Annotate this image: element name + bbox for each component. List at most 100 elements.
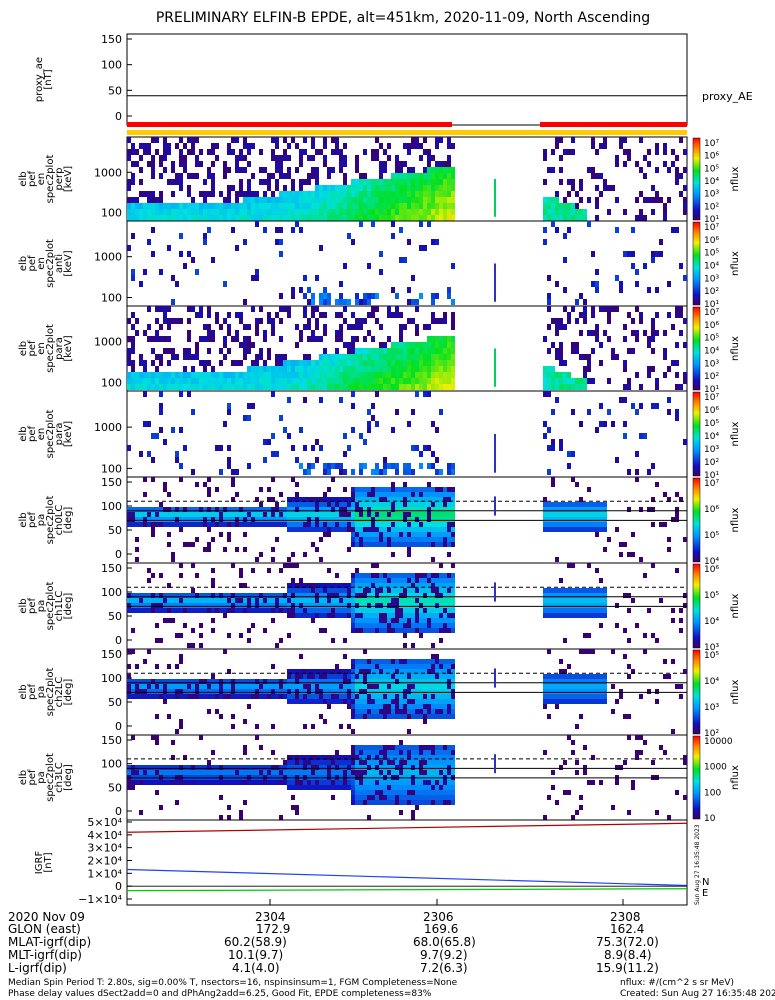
cell bbox=[127, 649, 131, 654]
cell bbox=[259, 745, 263, 750]
cell bbox=[559, 445, 563, 451]
cell bbox=[407, 318, 411, 324]
cell bbox=[383, 191, 387, 197]
cell bbox=[583, 215, 587, 221]
cell bbox=[303, 770, 307, 775]
cell bbox=[235, 203, 239, 209]
cell bbox=[639, 191, 643, 197]
cell bbox=[431, 709, 435, 714]
cell bbox=[191, 354, 195, 360]
cell bbox=[567, 689, 571, 694]
cell bbox=[343, 161, 347, 167]
cell bbox=[555, 354, 559, 360]
cell bbox=[411, 669, 415, 674]
cell bbox=[599, 522, 603, 527]
cell bbox=[195, 512, 199, 517]
cell bbox=[135, 203, 139, 209]
cell bbox=[663, 149, 667, 155]
cell bbox=[575, 191, 579, 197]
cell bbox=[443, 517, 447, 522]
cell bbox=[355, 608, 359, 613]
cell bbox=[359, 664, 363, 669]
cell bbox=[343, 603, 347, 608]
cell bbox=[323, 613, 327, 618]
cell bbox=[383, 608, 387, 613]
cell bbox=[583, 312, 587, 318]
ylabel-pa_ch2-3: spec2plot bbox=[45, 668, 56, 717]
cell bbox=[179, 251, 183, 257]
ytick-pa_ch0-3: 0 bbox=[115, 548, 122, 561]
cell bbox=[399, 342, 403, 348]
cell bbox=[599, 593, 603, 598]
cell bbox=[255, 608, 259, 613]
cell bbox=[367, 497, 371, 502]
cell bbox=[651, 318, 655, 324]
cell bbox=[363, 318, 367, 324]
cell bbox=[551, 482, 555, 487]
cell bbox=[231, 512, 235, 517]
cell bbox=[171, 167, 175, 173]
ytick-proxy_ae-1: 100 bbox=[101, 59, 122, 72]
cell bbox=[167, 618, 171, 623]
cell bbox=[343, 608, 347, 613]
cell bbox=[579, 378, 583, 384]
cell bbox=[363, 785, 367, 790]
cell bbox=[275, 372, 279, 378]
cell bbox=[443, 664, 447, 669]
cell bbox=[235, 137, 239, 143]
cell bbox=[359, 785, 363, 790]
cell bbox=[303, 593, 307, 598]
cell bbox=[147, 770, 151, 775]
cell bbox=[387, 674, 391, 679]
cell bbox=[283, 760, 287, 765]
cell bbox=[391, 463, 395, 469]
cell bbox=[311, 608, 315, 613]
cell bbox=[415, 542, 419, 547]
ylabel-pa_ch1-1: pef bbox=[27, 598, 38, 615]
cell bbox=[579, 694, 583, 699]
cell bbox=[587, 613, 591, 618]
cell bbox=[319, 397, 323, 403]
cell bbox=[411, 299, 415, 305]
cell bbox=[411, 704, 415, 709]
cell bbox=[255, 354, 259, 360]
cell bbox=[663, 522, 667, 527]
cell bbox=[427, 342, 431, 348]
cell bbox=[351, 384, 355, 390]
cell bbox=[427, 185, 431, 191]
cell bbox=[303, 608, 307, 613]
cell bbox=[559, 659, 563, 664]
cell bbox=[175, 689, 179, 694]
cell bbox=[227, 167, 231, 173]
cell bbox=[355, 324, 359, 330]
cell bbox=[299, 669, 303, 674]
cell bbox=[227, 185, 231, 191]
cell bbox=[339, 397, 343, 403]
ylabel-en_para-0: elb bbox=[18, 341, 29, 356]
cell bbox=[547, 209, 551, 215]
cell bbox=[543, 391, 547, 397]
cell bbox=[675, 173, 679, 179]
cell bbox=[343, 694, 347, 699]
cell bbox=[239, 185, 243, 191]
cell bbox=[227, 203, 231, 209]
cell bbox=[231, 714, 235, 719]
cell bbox=[351, 378, 355, 384]
cell bbox=[311, 517, 315, 522]
cell bbox=[167, 306, 171, 312]
cell bbox=[443, 203, 447, 209]
cell bbox=[271, 391, 275, 397]
cell bbox=[319, 557, 323, 562]
cell bbox=[279, 780, 283, 785]
cell bbox=[307, 378, 311, 384]
cell bbox=[635, 197, 639, 203]
cell bbox=[355, 583, 359, 588]
cell bbox=[323, 608, 327, 613]
cell bbox=[411, 527, 415, 532]
cell bbox=[363, 215, 367, 221]
cell bbox=[323, 669, 327, 674]
cell bbox=[567, 674, 571, 679]
cell bbox=[295, 517, 299, 522]
cell bbox=[395, 598, 399, 603]
cell bbox=[375, 197, 379, 203]
